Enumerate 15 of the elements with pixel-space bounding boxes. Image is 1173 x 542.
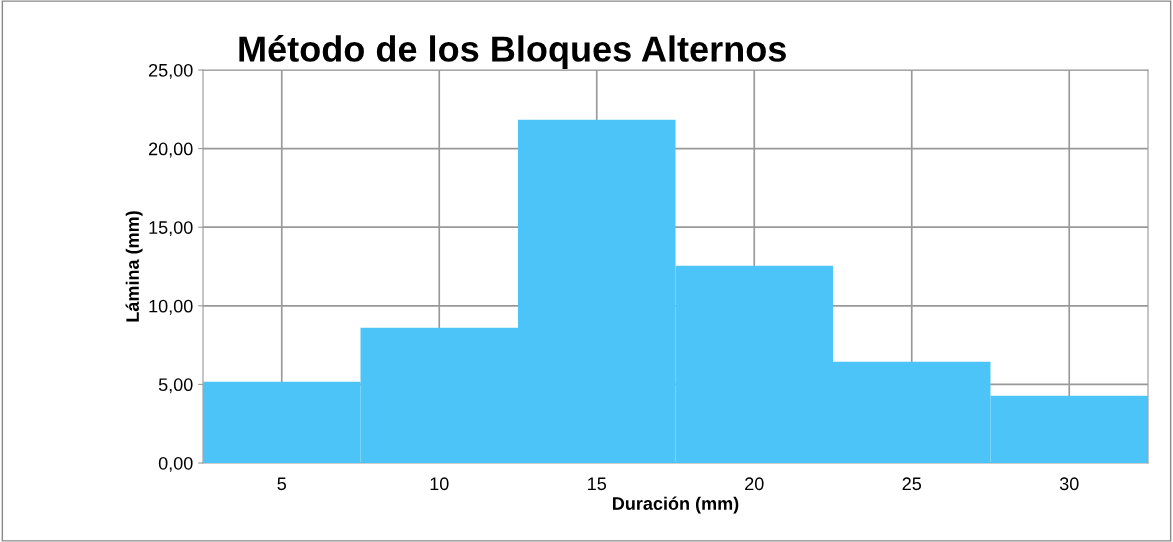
- y-tick-label: 20,00: [149, 142, 193, 158]
- x-tick-label: 30: [1059, 477, 1079, 491]
- x-tick-label: 5: [277, 477, 287, 491]
- y-tick-label: 5,00: [158, 378, 193, 394]
- y-tick-label: 25,00: [149, 63, 193, 79]
- y-axis-title: Lámina (mm): [125, 211, 143, 322]
- x-tick-label: 10: [430, 477, 449, 491]
- y-tick-label: 0,00: [158, 456, 193, 472]
- y-tick-label: 10,00: [149, 299, 193, 315]
- y-tick-label: 15,00: [149, 221, 193, 237]
- x-axis-title: Duración (mm): [613, 496, 739, 514]
- x-tick-label: 25: [902, 477, 922, 491]
- x-tick-label: 20: [745, 477, 764, 491]
- chart-title: Método de los Bloques Alternos: [239, 35, 786, 69]
- x-tick-label: 15: [588, 477, 607, 491]
